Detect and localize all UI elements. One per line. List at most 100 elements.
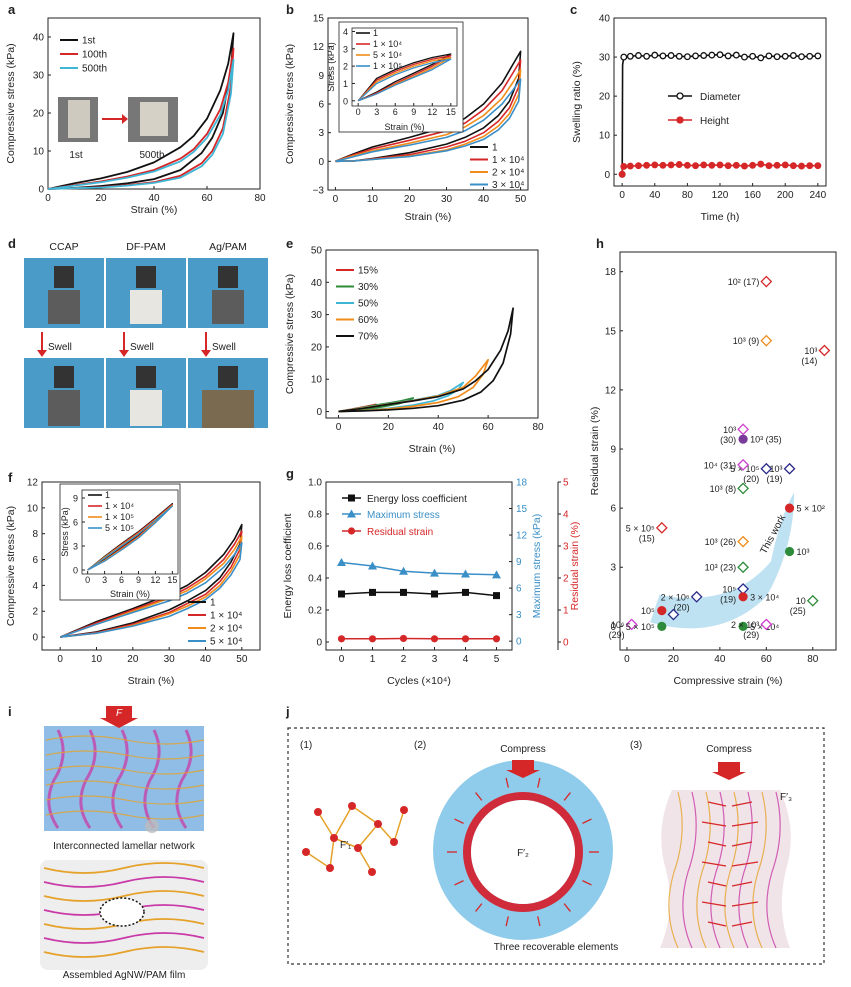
sample-image [48, 390, 80, 426]
scatter-point [667, 608, 680, 621]
fiber-strand [111, 729, 129, 829]
inset-legend-label: 1 [105, 490, 110, 500]
panel-f-frame [41, 481, 261, 651]
inward-force-arrow [537, 777, 541, 788]
y-tick-label: 2 [32, 607, 38, 618]
y-tick-label: 9 [73, 494, 78, 504]
sample-image [140, 102, 168, 136]
data-point [399, 566, 408, 575]
scatter-point [738, 621, 748, 631]
scatter-point [737, 561, 750, 574]
x-tick-label: 40 [649, 190, 661, 201]
data-point [716, 161, 724, 169]
outward-force-arrow [707, 921, 727, 927]
panel-e-frame [325, 249, 539, 419]
legend-label: 50% [358, 299, 378, 310]
y-tick-label: 20 [599, 92, 611, 103]
curve-60% [338, 358, 489, 413]
inset-curve-1 × 10⁵ [87, 504, 174, 571]
y2-tick-label: 15 [516, 504, 528, 515]
force-arrow-icon [106, 706, 132, 718]
network-edge [377, 823, 395, 843]
y-tick-label: 0.6 [308, 542, 322, 553]
point-label: (20) [743, 474, 759, 484]
panel-label-d: d [8, 236, 16, 251]
x-axis-label: Compressive strain (%) [673, 675, 782, 687]
curve-Diameter [621, 53, 818, 175]
y-tick-label: 0 [38, 185, 44, 196]
panel-label-f: f [8, 470, 13, 485]
data-point [798, 162, 805, 170]
x-tick-label: 0 [339, 654, 345, 665]
network-node [368, 868, 376, 876]
x-tick-label: 0 [619, 190, 625, 201]
panel-label-g: g [286, 466, 294, 481]
x-tick-label: 40 [200, 654, 212, 665]
legend-label: 1 × 10⁴ [210, 611, 242, 622]
y-tick-label: 12 [605, 385, 617, 396]
data-point [635, 52, 642, 59]
network-node [354, 844, 362, 852]
column-strand [766, 791, 781, 949]
point-label: (14) [801, 356, 817, 366]
x-tick-label: 4 [463, 654, 469, 665]
y3-tick-label: 4 [563, 510, 569, 521]
fiber-strand [175, 729, 193, 829]
compress-arrow-icon [512, 760, 534, 770]
film-strand [43, 932, 205, 944]
x-tick-label: 0 [333, 194, 339, 205]
legend-label: Diameter [700, 92, 741, 103]
y-tick-label: 30 [33, 71, 45, 82]
arrow-head-icon [122, 114, 128, 124]
y-tick-label: 0.4 [308, 574, 322, 585]
column-strand [696, 791, 711, 949]
fiber-strand [79, 729, 97, 829]
data-point [667, 161, 675, 169]
network-node [400, 806, 408, 814]
y-tick-label: 18 [605, 267, 617, 278]
outward-force-arrow [701, 821, 727, 827]
legend-label: 15% [358, 266, 378, 277]
curve-500th [47, 58, 235, 190]
y-tick-label: 6 [73, 518, 78, 528]
data-point [461, 635, 470, 643]
inset-x-label: Strain (%) [384, 122, 424, 132]
nanowire-strand [45, 810, 205, 820]
outward-force-arrow [707, 841, 727, 847]
panel-label-i: i [8, 704, 12, 719]
point-label: 10³ [723, 425, 736, 435]
arrow-head-icon [201, 350, 211, 357]
legend-label: 70% [358, 332, 378, 343]
y-tick-label: 20 [311, 342, 323, 353]
y-axis-label: Compressive stress (kPa) [5, 43, 17, 163]
y-tick-label: 8 [32, 529, 38, 540]
force-label: F [116, 708, 123, 719]
compress-arrow-head-icon [712, 772, 746, 780]
photo-title: CCAP [49, 241, 78, 253]
data-point [757, 54, 765, 62]
x-axis-label: Strain (%) [409, 443, 456, 455]
inset-legend-label: 1 × 10⁴ [105, 501, 134, 511]
y-tick-label: 0 [316, 638, 322, 649]
y2-tick-label: 18 [516, 478, 528, 489]
network-node [314, 808, 322, 816]
inward-force-arrow [582, 818, 592, 824]
sample-image [68, 100, 90, 138]
data-point [368, 561, 377, 570]
y-tick-label: 0.2 [308, 606, 322, 617]
legend-label: 1 × 10⁴ [492, 155, 524, 166]
sample-image [212, 290, 244, 324]
point-label: 10 [796, 596, 806, 606]
data-point [692, 162, 699, 170]
data-point [773, 53, 781, 61]
x-tick-label: 60 [201, 193, 213, 204]
x-axis-label: Strain (%) [405, 211, 452, 223]
compress-arrow-head-icon [506, 770, 540, 778]
scatter-point [760, 334, 773, 347]
data-point [741, 53, 748, 61]
y2-tick-label: 9 [516, 557, 522, 568]
curve-3 × 10⁴ [335, 78, 522, 163]
point-label: 10⁴ (31) [704, 460, 736, 470]
weight-icon [136, 366, 156, 388]
